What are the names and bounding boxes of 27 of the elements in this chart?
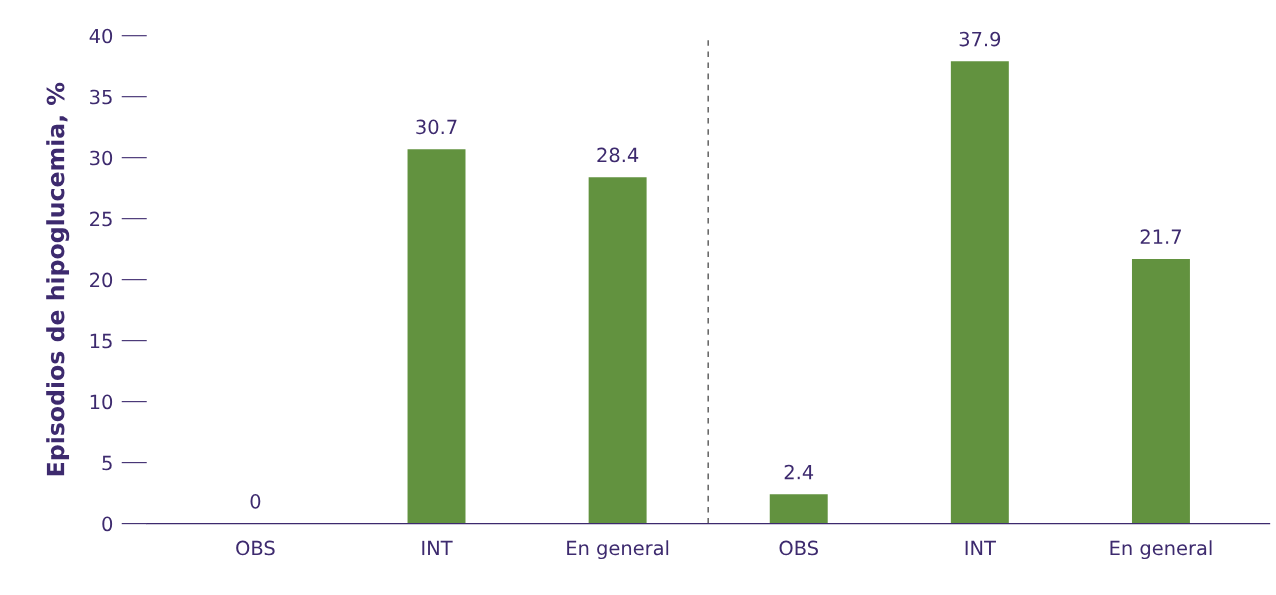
- x-tick-label: En general: [567, 540, 669, 560]
- data-label: 30.7: [416, 119, 457, 135]
- bar: [588, 177, 647, 524]
- x-tick-label: INT: [422, 540, 453, 556]
- bar: [769, 494, 828, 524]
- y-tick-label: 0: [102, 516, 113, 532]
- data-label: 21.7: [1140, 229, 1181, 244]
- data-label: 0: [250, 494, 261, 509]
- y-tick-label: 40: [89, 28, 113, 44]
- bar: [407, 149, 466, 524]
- bar: [1131, 258, 1190, 524]
- y-tick-label: 30: [90, 150, 113, 166]
- data-label: 2.4: [784, 464, 814, 480]
- bar: [950, 61, 1009, 524]
- y-tick-label: 10: [90, 394, 113, 410]
- y-tick-label: 20: [90, 272, 113, 288]
- y-tick-label: 25: [90, 211, 112, 227]
- x-tick-label: OBS: [236, 540, 275, 556]
- y-tick-label: 5: [102, 455, 112, 471]
- data-label: 28.4: [597, 147, 639, 163]
- x-tick-label: En general: [1110, 540, 1212, 560]
- x-tick-label: INT: [965, 540, 996, 556]
- y-tick-label: 15: [90, 333, 112, 349]
- data-label: 37.9: [959, 31, 1001, 47]
- y-axis-title: Episodios de hipoglucemia, %: [46, 82, 70, 476]
- x-tick-label: OBS: [779, 540, 818, 556]
- y-tick-label: 35: [90, 89, 112, 105]
